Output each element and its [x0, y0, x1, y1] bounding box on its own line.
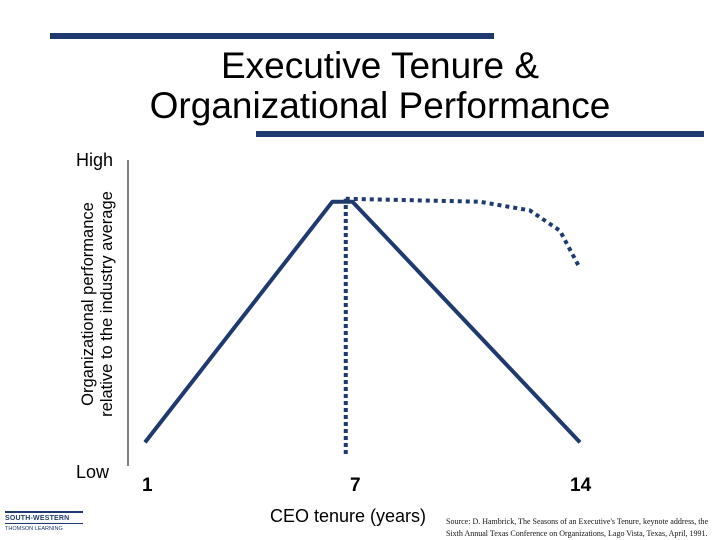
- x-tick-label-7: 7: [350, 475, 361, 496]
- plot-area: [143, 196, 582, 454]
- page-title: Executive Tenure & Organizational Perfor…: [100, 46, 660, 126]
- y-tick-label-low: Low: [76, 462, 110, 482]
- title-rule-bottom: [256, 131, 704, 137]
- title-line-1: Executive Tenure &: [220, 45, 540, 86]
- x-tick-label-1: 1: [142, 475, 153, 496]
- performance-curve-line: [143, 199, 582, 444]
- x-axis-label: CEO tenure (years): [270, 506, 427, 526]
- y-tick-label-high: High: [76, 150, 114, 170]
- publisher-logo: SOUTH-WESTERN THOMSON LEARNING: [5, 511, 83, 533]
- title-rule-top: [50, 33, 494, 39]
- sustained-performance-dotted-line: [345, 196, 582, 270]
- logo-line-1: SOUTH-WESTERN: [5, 511, 83, 522]
- title-line-2: Organizational Performance: [149, 85, 611, 126]
- x-tick-label-14: 14: [570, 475, 592, 496]
- logo-line-2: THOMSON LEARNING: [5, 523, 83, 532]
- source-citation: Source: D. Hambrick, The Seasons of an E…: [446, 517, 709, 538]
